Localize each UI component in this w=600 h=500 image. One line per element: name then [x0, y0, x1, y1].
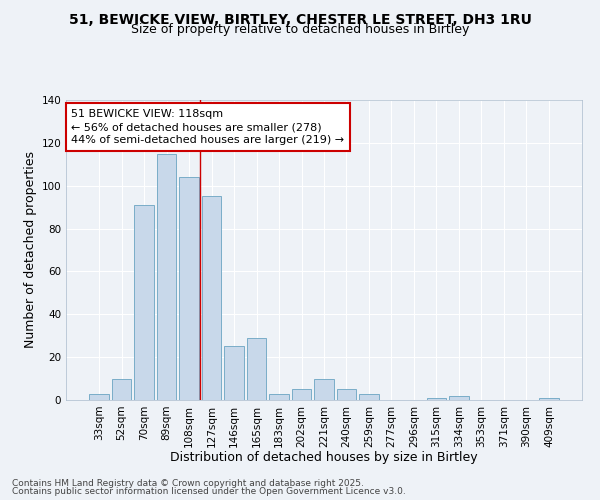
Text: Size of property relative to detached houses in Birtley: Size of property relative to detached ho… [131, 22, 469, 36]
X-axis label: Distribution of detached houses by size in Birtley: Distribution of detached houses by size … [170, 451, 478, 464]
Bar [112, 378, 131, 400]
Bar [134, 205, 154, 400]
Bar [292, 390, 311, 400]
Text: Contains public sector information licensed under the Open Government Licence v3: Contains public sector information licen… [12, 487, 406, 496]
Text: 51, BEWICKE VIEW, BIRTLEY, CHESTER LE STREET, DH3 1RU: 51, BEWICKE VIEW, BIRTLEY, CHESTER LE ST… [68, 12, 532, 26]
Y-axis label: Number of detached properties: Number of detached properties [24, 152, 37, 348]
Bar [202, 196, 221, 400]
Bar [247, 338, 266, 400]
Bar [224, 346, 244, 400]
Bar [89, 394, 109, 400]
Bar [179, 177, 199, 400]
Bar [427, 398, 446, 400]
Bar [314, 378, 334, 400]
Bar [449, 396, 469, 400]
Text: 51 BEWICKE VIEW: 118sqm
← 56% of detached houses are smaller (278)
44% of semi-d: 51 BEWICKE VIEW: 118sqm ← 56% of detache… [71, 109, 344, 146]
Bar [157, 154, 176, 400]
Bar [269, 394, 289, 400]
Text: Contains HM Land Registry data © Crown copyright and database right 2025.: Contains HM Land Registry data © Crown c… [12, 478, 364, 488]
Bar [359, 394, 379, 400]
Bar [539, 398, 559, 400]
Bar [337, 390, 356, 400]
